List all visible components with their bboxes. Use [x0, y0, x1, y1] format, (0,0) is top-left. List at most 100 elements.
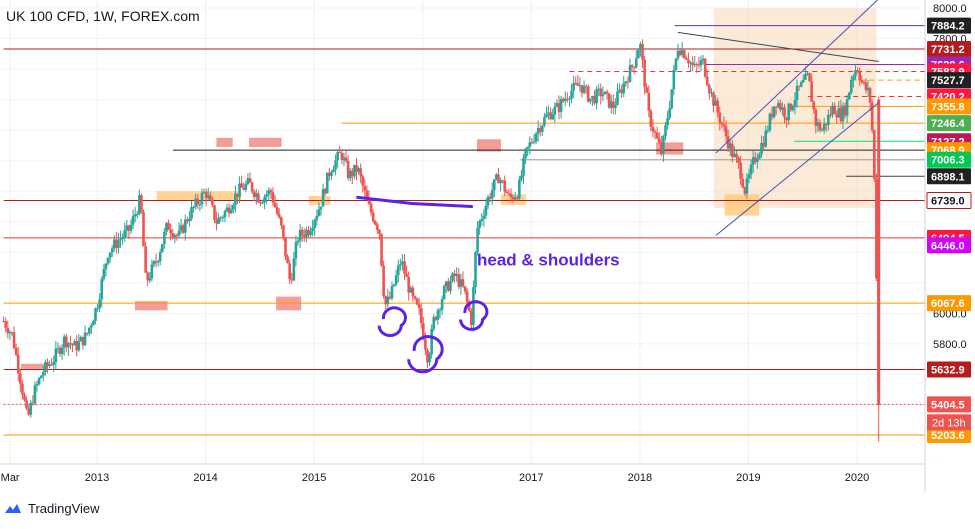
candle-body [246, 178, 250, 185]
candle-body [743, 187, 747, 194]
candle-body [64, 336, 68, 348]
candle-body [762, 142, 765, 147]
candle-body [455, 274, 459, 277]
candle-body [396, 265, 400, 276]
candle-body [338, 151, 342, 153]
candle-body [165, 222, 168, 232]
candle-body [835, 114, 839, 118]
candle-body [655, 132, 659, 139]
y-tick-label: 6000.0 [933, 308, 967, 320]
candle-body [271, 192, 275, 203]
candle-body [662, 136, 665, 154]
candle-body [348, 170, 352, 179]
candle-body [158, 252, 162, 262]
candle-body [875, 179, 878, 279]
candle-body [69, 342, 72, 345]
candle-body [457, 274, 461, 287]
candle-body [787, 103, 790, 121]
price-label-tag [927, 237, 971, 254]
candle-body [543, 117, 546, 126]
candle-body [532, 141, 536, 143]
candle-body [660, 142, 663, 154]
candle-body [225, 207, 229, 212]
candle-body [2, 321, 5, 323]
candle-body [781, 107, 784, 110]
candle-body [204, 191, 208, 198]
candle-body [432, 316, 436, 330]
candle-body [148, 278, 152, 281]
candle-body [812, 101, 816, 110]
price-levels [3, 25, 925, 436]
candle-body [747, 174, 751, 179]
candle-body [62, 336, 66, 348]
candle-body [167, 222, 170, 230]
candle-body [305, 229, 308, 238]
candle-body [117, 240, 120, 248]
candle-body [827, 114, 830, 125]
candle-body [344, 157, 348, 161]
price-label-text: 6446.0 [931, 240, 965, 252]
candle-body [171, 233, 175, 238]
candle-body [701, 58, 705, 61]
candle-body [563, 98, 567, 102]
candle-body [570, 90, 573, 99]
candle-body [238, 183, 241, 197]
candle-body [371, 212, 375, 222]
candle-body [668, 108, 671, 118]
candle-body [346, 160, 350, 179]
candle-body [81, 336, 85, 346]
candle-body [19, 373, 22, 384]
candle-body [407, 276, 410, 293]
candle-body [121, 237, 124, 239]
candle-body [829, 114, 832, 116]
candle-body [860, 80, 864, 83]
candle-body [196, 198, 200, 205]
candle-body [756, 158, 759, 162]
candle-body [229, 209, 233, 214]
candle-body [380, 233, 383, 266]
candle-body [351, 170, 354, 177]
highlight-box [21, 363, 49, 370]
candle-body [67, 342, 70, 348]
candle-body [280, 217, 283, 226]
candle-body [16, 354, 20, 374]
highlight-box [477, 139, 501, 152]
candle-body [745, 178, 749, 194]
candle-body [71, 344, 74, 346]
candle-body [217, 217, 220, 224]
candle-body [48, 364, 51, 367]
candle-body [605, 91, 609, 94]
price-label-tag [927, 168, 971, 185]
candle-body [872, 130, 876, 180]
candle-body [231, 205, 235, 210]
candle-body [277, 213, 281, 218]
candle-body [708, 85, 711, 93]
candle-body [140, 195, 143, 212]
price-label-tag [927, 115, 971, 132]
candle-body [864, 82, 868, 91]
tradingview-logo-icon[interactable] [4, 502, 22, 516]
candle-body [94, 308, 97, 321]
candle-body [173, 235, 177, 238]
candle-body [499, 180, 502, 184]
candle-body [401, 261, 404, 265]
candle-body [505, 191, 509, 194]
candle-body [768, 113, 772, 131]
candle-body [672, 69, 676, 90]
candle-body [330, 172, 333, 176]
price-label-text: 6898.1 [931, 171, 965, 183]
candle-body [37, 378, 41, 384]
candle-body [541, 125, 544, 132]
price-label-tag [927, 295, 971, 312]
candle-body [791, 106, 795, 111]
candle-body [495, 174, 498, 180]
candle-body [555, 103, 559, 107]
candle-body [54, 348, 58, 363]
highlight-box [724, 194, 760, 216]
tradingview-logo-text[interactable]: TradingView [28, 501, 100, 516]
candle-body [378, 229, 381, 234]
candle-body [413, 296, 417, 299]
candle-body [261, 202, 264, 204]
candle-body [188, 218, 191, 222]
